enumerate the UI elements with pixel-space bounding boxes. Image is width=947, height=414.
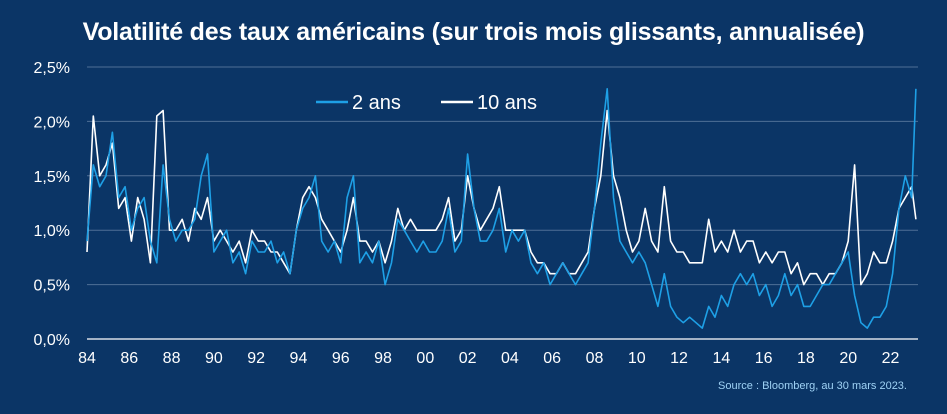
- x-tick-label: 16: [755, 350, 773, 367]
- x-tick-label: 92: [247, 350, 265, 367]
- x-tick-label: 18: [797, 350, 815, 367]
- x-tick-label: 86: [120, 350, 138, 367]
- x-tick-label: 94: [290, 350, 308, 367]
- series-line: [86, 88, 917, 329]
- x-tick-label: 02: [459, 350, 477, 367]
- x-tick-label: 98: [374, 350, 392, 367]
- legend-label: 10 ans: [477, 92, 537, 114]
- y-tick-label: 2,0%: [34, 114, 70, 131]
- y-tick-label: 0,5%: [34, 278, 70, 295]
- x-tick-label: 14: [712, 350, 730, 367]
- y-tick-label: 1,0%: [34, 223, 70, 240]
- x-tick-label: 04: [501, 350, 519, 367]
- legend-label: 2 ans: [352, 92, 401, 114]
- y-tick-label: 2,5%: [34, 60, 70, 77]
- source-note: Source : Bloomberg, au 30 mars 2023.: [718, 380, 907, 392]
- x-tick-label: 10: [628, 350, 646, 367]
- x-tick-label: 06: [543, 350, 561, 367]
- x-tick-label: 20: [839, 350, 857, 367]
- y-tick-label: 1,5%: [34, 169, 70, 186]
- y-tick-label: 0,0%: [34, 332, 70, 349]
- x-tick-label: 00: [416, 350, 434, 367]
- x-tick-label: 12: [670, 350, 688, 367]
- x-tick-label: 90: [205, 350, 223, 367]
- chart-title: Volatilité des taux américains (sur troi…: [82, 18, 865, 46]
- x-tick-label: 96: [332, 350, 350, 367]
- series-line: [86, 109, 917, 286]
- x-tick-label: 08: [586, 350, 604, 367]
- x-tick-label: 22: [882, 350, 900, 367]
- x-tick-label: 84: [78, 350, 96, 367]
- x-tick-label: 88: [163, 350, 181, 367]
